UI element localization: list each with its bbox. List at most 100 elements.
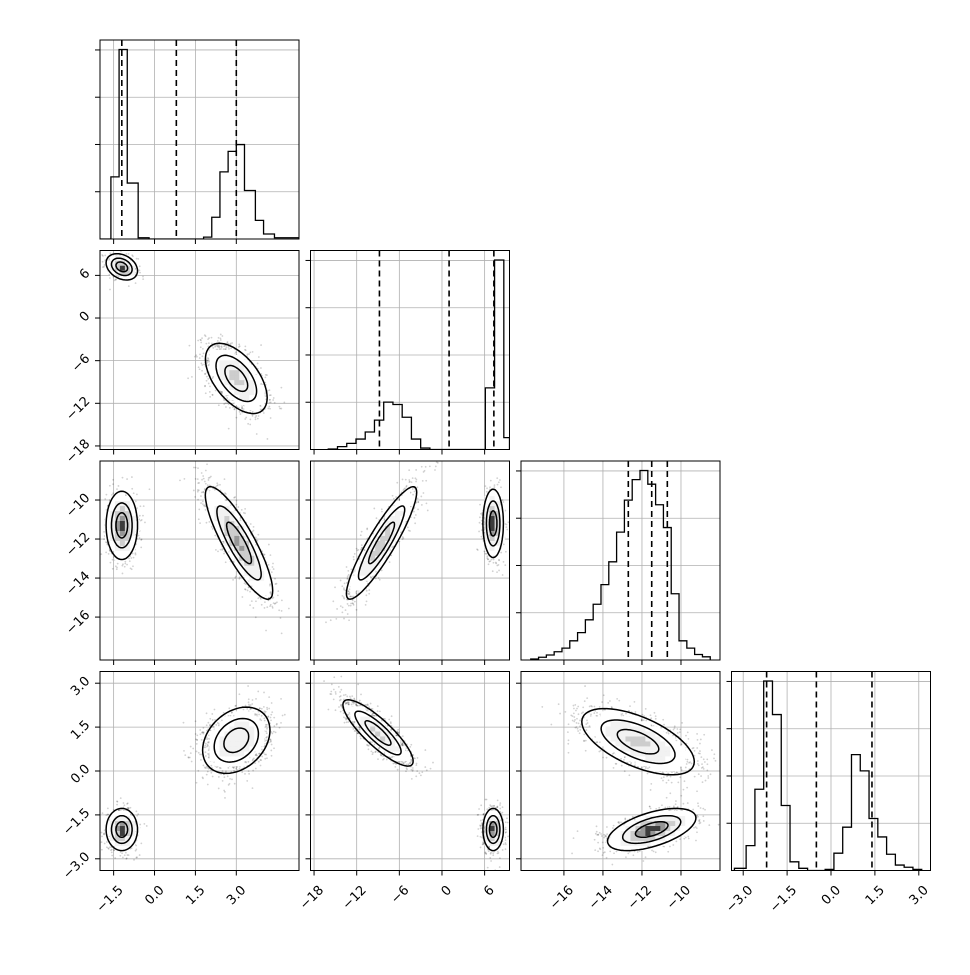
- scatter-point: [281, 610, 283, 612]
- density-cell: [244, 395, 249, 400]
- scatter-point: [142, 515, 144, 517]
- density-cell: [214, 491, 219, 496]
- density-cell: [120, 506, 125, 511]
- scatter-point: [277, 594, 279, 596]
- scatter-point: [267, 408, 269, 410]
- scatter-point: [202, 501, 204, 503]
- density-cell: [219, 370, 224, 375]
- scatter-point: [206, 463, 208, 465]
- scatter-point: [270, 417, 272, 419]
- density-cell: [244, 360, 249, 365]
- scatter-point: [247, 590, 249, 592]
- scatter-point: [108, 848, 110, 850]
- scatter-point: [223, 403, 225, 405]
- scatter-point: [244, 582, 246, 584]
- scatter-point: [103, 531, 105, 533]
- scatter-point: [200, 362, 202, 364]
- density-cell: [120, 526, 125, 531]
- scatter-point: [260, 344, 262, 346]
- x-tick-label: −1.5: [767, 883, 800, 916]
- scatter-point: [124, 566, 126, 568]
- density-cell: [254, 565, 259, 570]
- scatter-point: [207, 484, 209, 486]
- scatter-point: [201, 479, 203, 481]
- density-cell: [234, 380, 239, 385]
- density-cell: [249, 580, 254, 585]
- density-cell: [219, 360, 224, 365]
- scatter-point: [267, 438, 269, 440]
- scatter-point: [245, 417, 247, 419]
- scatter-point: [126, 857, 128, 859]
- scatter-point: [268, 406, 270, 408]
- density-cell: [120, 265, 125, 270]
- scatter-point: [221, 345, 223, 347]
- scatter-point: [226, 397, 228, 399]
- scatter-point: [239, 576, 241, 578]
- scatter-point: [126, 478, 128, 480]
- scatter-point: [272, 399, 274, 401]
- scatter-point: [119, 855, 121, 857]
- scatter-point: [194, 496, 196, 498]
- scatter-point: [143, 823, 145, 825]
- scatter-point: [194, 356, 196, 358]
- scatter-point: [139, 824, 141, 826]
- scatter-point: [201, 364, 203, 366]
- scatter-point: [200, 342, 202, 344]
- scatter-point: [220, 334, 222, 336]
- scatter-point: [197, 499, 199, 501]
- density-cell: [219, 511, 224, 516]
- scatter-point: [215, 345, 217, 347]
- scatter-point: [199, 357, 201, 359]
- scatter-point: [271, 571, 273, 573]
- scatter-point: [138, 518, 140, 520]
- scatter-point: [208, 479, 210, 481]
- scatter-point: [247, 353, 249, 355]
- scatter-point: [105, 551, 107, 553]
- scatter-point: [244, 418, 246, 420]
- density-cell: [239, 385, 244, 390]
- scatter-point: [201, 337, 203, 339]
- scatter-point: [277, 590, 279, 592]
- scatter-point: [184, 478, 186, 480]
- scatter-point: [245, 589, 247, 591]
- scatter-point: [271, 711, 273, 713]
- scatter-point: [189, 345, 191, 347]
- scatter-point: [204, 385, 206, 387]
- scatter-point: [112, 479, 114, 481]
- density-cell: [224, 501, 229, 506]
- density-cell: [229, 360, 234, 365]
- scatter-point: [241, 407, 243, 409]
- scatter-point: [135, 282, 137, 284]
- scatter-point: [130, 567, 132, 569]
- scatter-point: [132, 565, 134, 567]
- scatter-point: [132, 553, 134, 555]
- scatter-point: [274, 402, 276, 404]
- scatter-point: [276, 601, 278, 603]
- density-cell: [214, 501, 219, 506]
- scatter-point: [205, 343, 207, 345]
- scatter-point: [260, 367, 262, 369]
- scatter-point: [123, 802, 125, 804]
- scatter-point: [144, 522, 146, 524]
- scatter-point: [109, 289, 111, 291]
- scatter-point: [135, 845, 137, 847]
- scatter-point: [104, 498, 106, 500]
- scatter-point: [235, 351, 237, 353]
- scatter-point: [116, 567, 118, 569]
- scatter-point: [97, 826, 99, 828]
- scatter-point: [252, 411, 254, 413]
- scatter-point: [114, 857, 116, 859]
- scatter-point: [249, 604, 251, 606]
- scatter-point: [208, 358, 210, 360]
- scatter-point: [224, 478, 226, 480]
- scatter-point: [142, 278, 144, 280]
- scatter-point: [116, 804, 118, 806]
- scatter-point: [205, 483, 207, 485]
- scatter-point: [199, 353, 201, 355]
- scatter-point: [139, 269, 141, 271]
- scatter-point: [123, 804, 125, 806]
- scatter-point: [195, 354, 197, 356]
- scatter-point: [264, 607, 266, 609]
- density-cell: [249, 390, 254, 395]
